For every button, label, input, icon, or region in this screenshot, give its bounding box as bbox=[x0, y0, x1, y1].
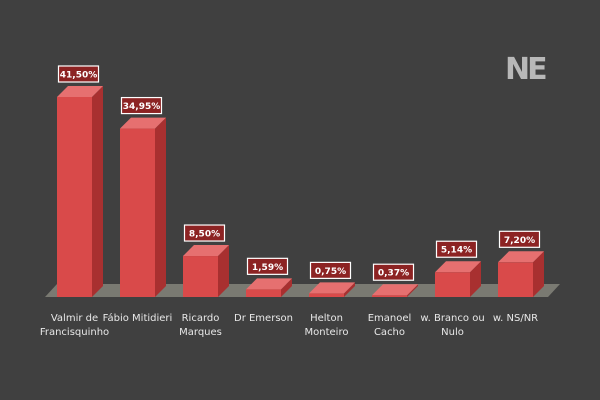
bar-front bbox=[183, 256, 218, 297]
value-label: 5,14% bbox=[441, 246, 472, 256]
bar bbox=[309, 282, 355, 297]
x-tick-label: w. NS/NR bbox=[492, 313, 539, 324]
value-label: 7,20% bbox=[504, 236, 535, 246]
x-tick-label: Emanoel Cacho bbox=[367, 313, 412, 338]
bar-side bbox=[92, 86, 103, 297]
bar-top bbox=[57, 86, 103, 97]
x-tick-label: Fábio Mitidieri bbox=[102, 313, 173, 324]
value-label-box bbox=[372, 263, 415, 281]
bar-front bbox=[246, 289, 281, 297]
bar bbox=[435, 261, 481, 297]
value-label: 41,50% bbox=[60, 71, 98, 81]
bar-side bbox=[281, 278, 292, 297]
bar bbox=[372, 284, 418, 297]
value-label-box bbox=[309, 261, 352, 279]
x-tick-label: Valmir de Francisquinho bbox=[39, 313, 110, 338]
bar-side bbox=[533, 251, 544, 297]
bar-top bbox=[246, 278, 292, 290]
value-label: 34,95% bbox=[123, 102, 161, 112]
value-label-box bbox=[120, 96, 163, 115]
bar-side bbox=[344, 282, 355, 297]
value-label: 1,59% bbox=[252, 263, 283, 273]
bar-top bbox=[183, 245, 229, 257]
value-label-box bbox=[435, 240, 478, 258]
value-label-box bbox=[246, 257, 289, 275]
bar-front bbox=[498, 262, 533, 297]
bar-top bbox=[435, 261, 481, 273]
value-label: 8,50% bbox=[189, 230, 220, 240]
bar-side bbox=[155, 117, 166, 298]
bar-front bbox=[372, 295, 407, 297]
bar-front bbox=[57, 97, 92, 297]
bar-top bbox=[309, 282, 355, 294]
bar-front bbox=[309, 293, 344, 297]
bar-side bbox=[218, 245, 229, 297]
bar-front bbox=[435, 272, 470, 297]
value-label: 0,37% bbox=[378, 269, 409, 279]
bar-top bbox=[372, 284, 418, 296]
floor bbox=[45, 284, 560, 297]
bar-top bbox=[498, 251, 544, 263]
logo: NE bbox=[505, 52, 548, 87]
value-label: 0,75% bbox=[315, 267, 346, 277]
bar bbox=[120, 117, 166, 298]
bar bbox=[57, 86, 103, 297]
x-tick-label: Dr Emerson bbox=[234, 313, 293, 324]
bar bbox=[183, 245, 229, 297]
value-label-box bbox=[57, 65, 100, 83]
x-tick-label: w. Branco ou Nulo bbox=[420, 313, 485, 338]
bar bbox=[498, 251, 544, 297]
bar-side bbox=[470, 261, 481, 297]
x-tick-label: Ricardo Marques bbox=[179, 313, 222, 338]
bar-side bbox=[407, 284, 418, 297]
value-label-box bbox=[183, 224, 226, 242]
value-label-box bbox=[498, 230, 541, 248]
bar-top bbox=[120, 117, 166, 129]
x-tick-label: Helton Monteiro bbox=[304, 313, 349, 338]
bar bbox=[246, 278, 292, 297]
bar-front bbox=[120, 128, 155, 297]
